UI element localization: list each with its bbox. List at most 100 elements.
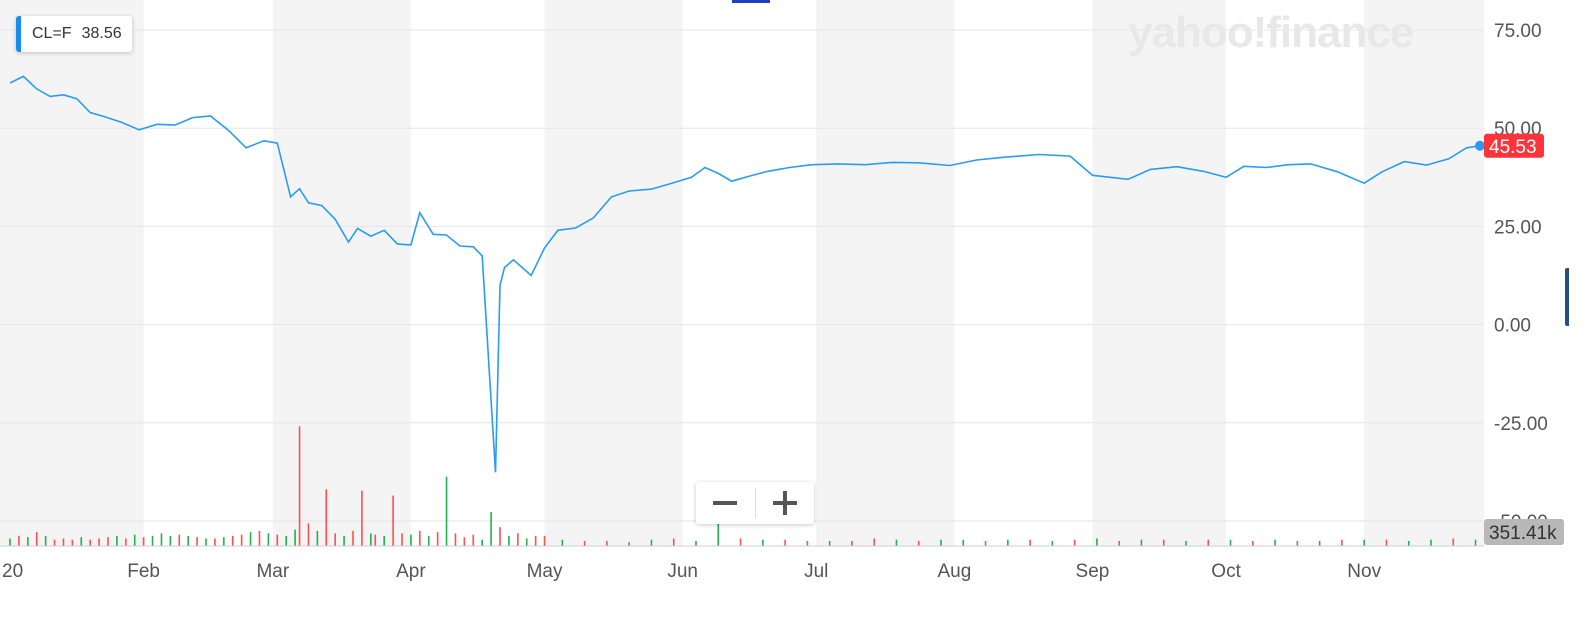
volume-bar [231, 535, 234, 546]
volume-bar [401, 533, 403, 546]
volume-bar [606, 540, 608, 546]
zoom-controls [696, 482, 814, 524]
volume-bar [499, 527, 501, 546]
volume-bar [508, 535, 510, 546]
volume-bar [361, 490, 363, 546]
x-tick-label: Apr [396, 561, 426, 582]
volume-bar [325, 489, 328, 546]
volume-bar [1207, 539, 1210, 546]
volume-bar [543, 535, 546, 546]
volume-bar [316, 530, 319, 546]
month-band [1092, 0, 1227, 546]
volume-bar [205, 538, 207, 546]
volume-bar [525, 538, 528, 546]
volume-bar [214, 538, 216, 546]
x-tick-label: Mar [256, 561, 289, 582]
month-band [0, 0, 144, 546]
volume-bar [258, 530, 261, 546]
volume-bar [98, 538, 100, 546]
volume-bar [481, 539, 483, 546]
volume-bar [672, 538, 675, 546]
y-tick-label: 0.00 [1494, 316, 1531, 337]
volume-bar [1073, 539, 1076, 546]
month-band [272, 0, 411, 546]
x-tick-label: Aug [937, 561, 971, 582]
volume-bar [917, 540, 920, 546]
ticker-accent-bar [16, 16, 21, 52]
y-tick-label: -25.00 [1494, 414, 1548, 435]
month-band [1364, 0, 1484, 546]
volume-bar [1385, 539, 1388, 546]
volume-bar [35, 532, 38, 546]
volume-bar [410, 534, 412, 546]
volume-bar [370, 533, 372, 546]
volume-bar [1051, 540, 1054, 546]
volume-bar [1341, 539, 1343, 546]
volume-bar [940, 539, 942, 546]
volume-bar [307, 523, 310, 546]
volume-bar [18, 535, 20, 546]
volume-bar [1185, 540, 1187, 546]
volume-bar [1118, 540, 1120, 546]
volume-bar [517, 533, 519, 546]
volume-bar [285, 535, 287, 546]
volume-bar [392, 495, 394, 546]
volume-badge: 351.41k [1484, 519, 1564, 545]
y-tick-label: 75.00 [1494, 21, 1542, 42]
volume-bar [352, 530, 354, 546]
x-tick-label: Feb [127, 561, 160, 582]
ticker-label: CL=F 38.56 [16, 16, 132, 52]
panel-handle[interactable] [1565, 268, 1569, 326]
volume-bar [1430, 539, 1432, 546]
volume-bar [125, 538, 127, 546]
volume-bar [717, 523, 720, 546]
price-badge: 45.53 [1484, 133, 1544, 158]
volume-bar [9, 538, 11, 546]
volume-bar [472, 534, 475, 546]
zoom-in-button[interactable] [756, 482, 815, 524]
volume-bar [151, 535, 154, 546]
volume-bar [1274, 539, 1276, 546]
plus-icon [772, 491, 797, 515]
volume-bar [374, 534, 377, 546]
volume-bar [169, 535, 172, 546]
volume-bar [561, 539, 564, 546]
volume-bar [762, 539, 764, 546]
last-price-dot [1475, 140, 1485, 151]
volume-bar [583, 540, 586, 546]
range-indicator-mark [732, 0, 770, 3]
volume-bar [160, 533, 163, 546]
price-series-line [9, 75, 1481, 473]
volume-bar [1474, 539, 1477, 546]
volume-bar [1296, 540, 1299, 546]
volume-bar [133, 534, 136, 546]
volume-bar [962, 539, 965, 546]
volume-bar [187, 535, 189, 546]
volume-bar [107, 537, 109, 546]
month-band [816, 0, 955, 546]
month-band [544, 0, 683, 546]
volume-bar [650, 539, 653, 546]
volume-bar [196, 537, 198, 546]
volume-badge-text: 351.41k [1489, 523, 1557, 544]
volume-bar [1252, 540, 1254, 546]
volume-bar [62, 538, 65, 546]
volume-bar [436, 532, 439, 546]
volume-bar [695, 540, 697, 546]
volume-bar [1363, 539, 1365, 546]
volume-bar [1096, 538, 1098, 546]
x-tick-label: Oct [1211, 561, 1241, 582]
x-tick-label: Jul [804, 561, 828, 582]
volume-bar [1162, 539, 1165, 546]
zoom-divider [754, 488, 756, 518]
zoom-out-button[interactable] [696, 482, 755, 524]
volume-bar [1318, 540, 1321, 546]
volume-bar [1229, 539, 1232, 546]
volume-bar [334, 533, 336, 546]
volume-bar [1140, 539, 1143, 546]
volume-bar [71, 539, 74, 546]
volume-bar [445, 476, 448, 546]
volume-bar [463, 537, 466, 546]
volume-bar [851, 540, 853, 546]
